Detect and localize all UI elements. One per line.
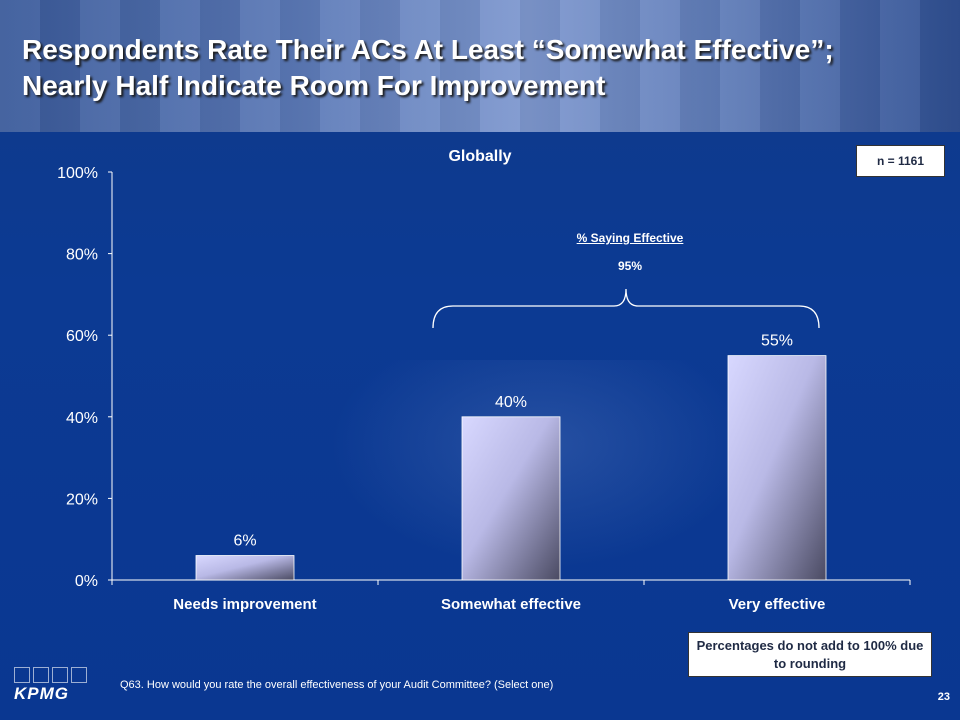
title-line-1: Respondents Rate Their ACs At Least “Som… — [22, 34, 834, 65]
bracket-line — [432, 288, 820, 329]
bracket-label: % Saying Effective — [576, 231, 684, 245]
slide-title: Respondents Rate Their ACs At Least “Som… — [22, 32, 952, 104]
page-number: 23 — [937, 691, 950, 703]
bar-value-label: 40% — [495, 394, 527, 411]
bar-value-label: 6% — [233, 533, 256, 550]
logo-wordmark: KPMG — [14, 684, 69, 703]
bar — [461, 416, 561, 581]
y-tick-label: 80% — [66, 247, 98, 264]
header-band — [0, 0, 960, 132]
bar-value-label: 55% — [761, 333, 793, 350]
y-tick-label: 60% — [66, 328, 98, 345]
y-tick-label: 40% — [66, 410, 98, 427]
category-label: Somewhat effective — [441, 596, 581, 613]
chart-title: Globally — [448, 148, 512, 165]
logo-boxes — [14, 667, 94, 683]
question-footnote: Q63. How would you rate the overall effe… — [120, 679, 554, 691]
bracket-value: 95% — [617, 259, 643, 273]
category-label: Needs improvement — [173, 596, 316, 613]
y-tick-label: 0% — [75, 573, 98, 590]
bar — [727, 355, 827, 581]
y-tick-label: 100% — [57, 165, 98, 182]
y-tick-label: 20% — [66, 491, 98, 508]
effective-bracket — [432, 288, 820, 329]
category-label: Very effective — [729, 596, 826, 613]
rounding-note: Percentages do not add to 100% due to ro… — [688, 632, 932, 677]
sample-size-box: n = 1161 — [856, 145, 945, 177]
chart-marks: 6% Needs improvement 40% Somewhat effective… — [173, 333, 827, 613]
bar — [195, 555, 295, 581]
kpmg-logo: KPMG — [14, 667, 94, 707]
title-line-2: Nearly Half Indicate Room For Improvemen… — [22, 70, 606, 101]
